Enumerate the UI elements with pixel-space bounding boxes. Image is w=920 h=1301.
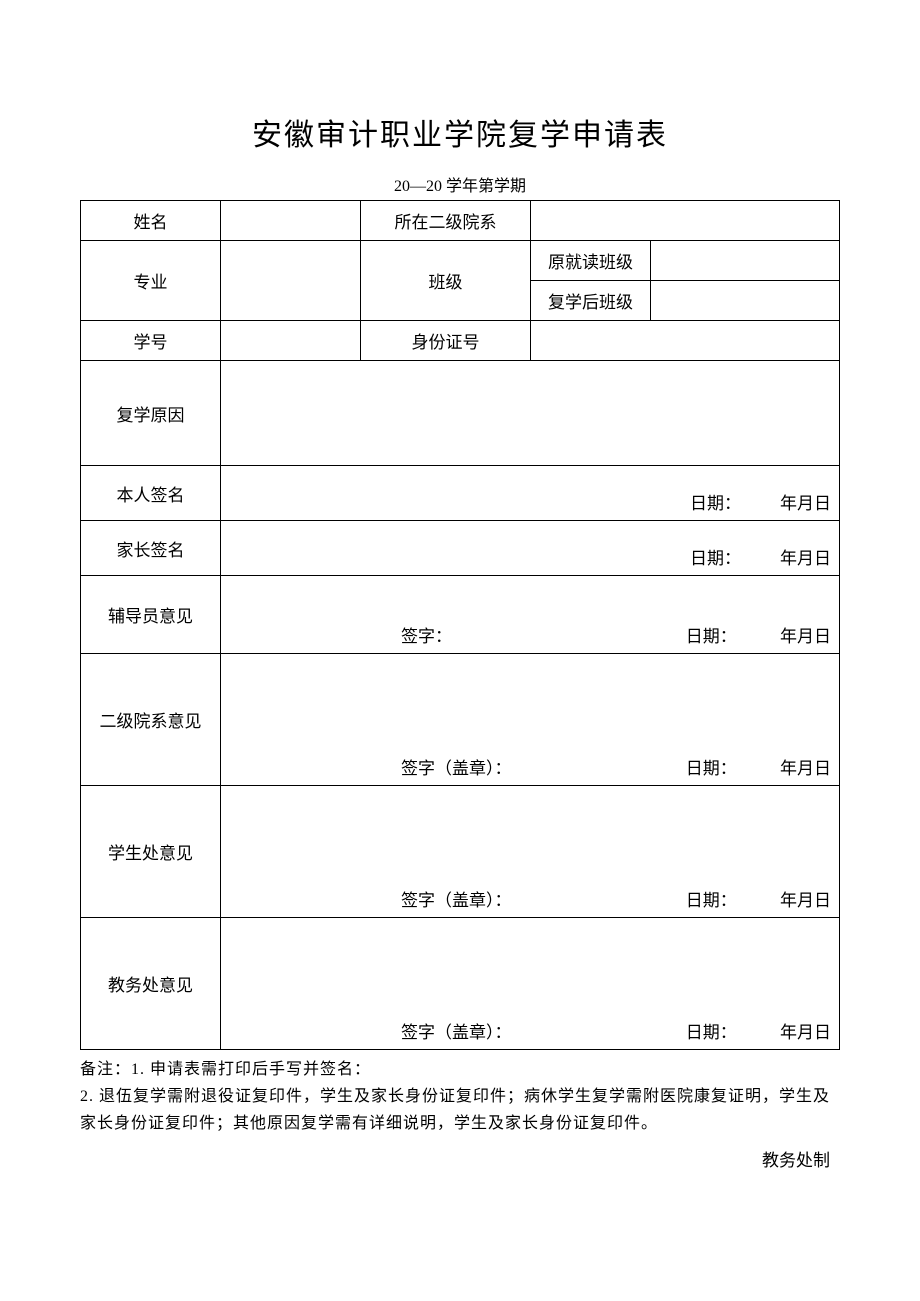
row-reason: 复学原因 (81, 361, 840, 466)
value-return-class[interactable] (651, 281, 840, 321)
row-parent-sign: 家长签名 日期： 年月日 (81, 521, 840, 576)
value-reason[interactable] (221, 361, 840, 466)
counselor-sign-label: 签字： (401, 622, 452, 647)
dept-date-value: 年月日 (761, 754, 831, 779)
row-major-1: 专业 班级 原就读班级 (81, 241, 840, 281)
academic-term: 20—20 学年第学期 (80, 172, 840, 196)
row-dept: 二级院系意见 签字（盖章）： 日期： 年月日 (81, 654, 840, 786)
value-original-class[interactable] (651, 241, 840, 281)
footer-issuer: 教务处制 (80, 1146, 840, 1171)
application-form-table: 姓名 所在二级院系 专业 班级 原就读班级 复学后班级 学号 身份证号 复学原因… (80, 200, 840, 1050)
label-self-sign: 本人签名 (81, 466, 221, 521)
value-department[interactable] (531, 201, 840, 241)
value-student-affairs[interactable]: 签字（盖章）： 日期： 年月日 (221, 786, 840, 918)
label-student-id: 学号 (81, 321, 221, 361)
row-name: 姓名 所在二级院系 (81, 201, 840, 241)
row-self-sign: 本人签名 日期： 年月日 (81, 466, 840, 521)
label-id-number: 身份证号 (361, 321, 531, 361)
row-student-affairs: 学生处意见 签字（盖章）： 日期： 年月日 (81, 786, 840, 918)
value-counselor[interactable]: 签字： 日期： 年月日 (221, 576, 840, 654)
label-dept: 二级院系意见 (81, 654, 221, 786)
counselor-date-label: 日期： (647, 622, 737, 647)
student-affairs-date-value: 年月日 (761, 886, 831, 911)
label-reason: 复学原因 (81, 361, 221, 466)
label-class: 班级 (361, 241, 531, 321)
value-name[interactable] (221, 201, 361, 241)
academic-affairs-sign-label: 签字（盖章）： (401, 1018, 512, 1043)
self-sign-date-label: 日期： (651, 489, 741, 514)
label-original-class: 原就读班级 (531, 241, 651, 281)
label-parent-sign: 家长签名 (81, 521, 221, 576)
row-academic-affairs: 教务处意见 签字（盖章）： 日期： 年月日 (81, 918, 840, 1050)
dept-sign-label: 签字（盖章）： (401, 754, 512, 779)
label-academic-affairs: 教务处意见 (81, 918, 221, 1050)
row-student-id: 学号 身份证号 (81, 321, 840, 361)
parent-sign-date-value: 年月日 (761, 544, 831, 569)
value-id-number[interactable] (531, 321, 840, 361)
label-counselor: 辅导员意见 (81, 576, 221, 654)
academic-affairs-date-value: 年月日 (761, 1018, 831, 1043)
label-major: 专业 (81, 241, 221, 321)
page-title: 安徽审计职业学院复学申请表 (80, 110, 840, 154)
label-department: 所在二级院系 (361, 201, 531, 241)
notes-item2: 2. 退伍复学需附退役证复印件，学生及家长身份证复印件；病休学生复学需附医院康复… (80, 1088, 830, 1132)
notes-section: 备注：1. 申请表需打印后手写并签名： 2. 退伍复学需附退役证复印件，学生及家… (80, 1056, 840, 1138)
notes-prefix: 备注： (80, 1061, 131, 1078)
student-affairs-date-label: 日期： (647, 886, 737, 911)
student-affairs-sign-label: 签字（盖章）： (401, 886, 512, 911)
value-self-sign[interactable]: 日期： 年月日 (221, 466, 840, 521)
value-student-id[interactable] (221, 321, 361, 361)
value-parent-sign[interactable]: 日期： 年月日 (221, 521, 840, 576)
parent-sign-date-label: 日期： (651, 544, 741, 569)
value-major[interactable] (221, 241, 361, 321)
notes-item1: 1. 申请表需打印后手写并签名： (131, 1061, 371, 1078)
label-student-affairs: 学生处意见 (81, 786, 221, 918)
dept-date-label: 日期： (647, 754, 737, 779)
label-name: 姓名 (81, 201, 221, 241)
counselor-date-value: 年月日 (761, 622, 831, 647)
self-sign-date-value: 年月日 (761, 489, 831, 514)
value-dept[interactable]: 签字（盖章）： 日期： 年月日 (221, 654, 840, 786)
label-return-class: 复学后班级 (531, 281, 651, 321)
academic-affairs-date-label: 日期： (647, 1018, 737, 1043)
row-counselor: 辅导员意见 签字： 日期： 年月日 (81, 576, 840, 654)
value-academic-affairs[interactable]: 签字（盖章）： 日期： 年月日 (221, 918, 840, 1050)
